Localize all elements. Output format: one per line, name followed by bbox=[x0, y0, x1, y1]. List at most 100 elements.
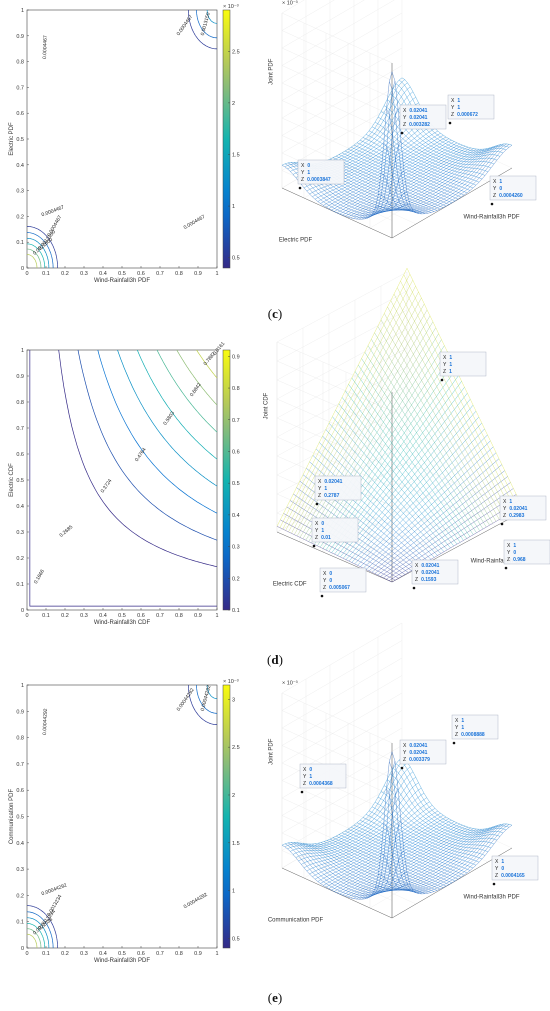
y-tick-label: 0.1 bbox=[16, 240, 24, 246]
surface-mesh-line bbox=[309, 801, 430, 875]
x-tick-label: 0.9 bbox=[194, 613, 202, 619]
contour-segment bbox=[39, 260, 41, 264]
contour-segment bbox=[200, 702, 202, 704]
datatip-marker bbox=[315, 502, 319, 506]
y-tick-label: 1 bbox=[21, 683, 24, 689]
plot-frame bbox=[26, 9, 218, 269]
axis-gridline bbox=[281, 675, 403, 746]
surface-z-label: Joint PDF bbox=[269, 58, 275, 85]
datatip-key: Z bbox=[443, 369, 446, 375]
contour-label: 0.00044292 bbox=[42, 708, 49, 735]
datatip-value: 0.968 bbox=[513, 557, 526, 563]
y-tick-label: 0.7 bbox=[16, 762, 24, 768]
contour-line bbox=[97, 349, 218, 514]
x-tick-label: 0.7 bbox=[156, 951, 164, 957]
contour-segment bbox=[35, 906, 38, 909]
surface-mesh-line bbox=[325, 816, 447, 888]
datatip-marker bbox=[320, 594, 324, 598]
datatip-line: Z 0.005067 bbox=[323, 585, 350, 591]
colorbar-tick-label: 1.5 bbox=[232, 841, 240, 847]
colorbar-tick-label: 0.7 bbox=[232, 418, 240, 424]
surface-mesh-line bbox=[347, 828, 459, 880]
contour-segment bbox=[37, 935, 39, 937]
axis-gridline bbox=[276, 328, 408, 400]
colorbar-exponent: × 10⁻³ bbox=[223, 679, 239, 685]
x-tick-label: 0.9 bbox=[194, 951, 202, 957]
contour-segment bbox=[196, 13, 198, 18]
surface-mesh-line bbox=[288, 291, 419, 532]
contour-segment bbox=[35, 913, 39, 916]
surface-mesh-line bbox=[353, 828, 474, 899]
datatip-key: Z bbox=[455, 732, 458, 738]
contour-segment bbox=[211, 723, 215, 725]
datatip-value: 1 bbox=[501, 859, 504, 865]
datatip-line: X 0.02041 bbox=[318, 479, 343, 485]
surface-mesh-line bbox=[281, 757, 403, 846]
panel-d: 0 0.1 0.2 0.3 0.4 0.5 0.6 0.7 0.8 0.9 100.10.20.30… bbox=[9, 268, 550, 667]
y-tick-label: 0.2 bbox=[16, 893, 24, 899]
contour-segment bbox=[52, 245, 55, 249]
contour-segment bbox=[32, 924, 35, 926]
datatip-line: Z 0.968 bbox=[507, 557, 526, 563]
contour-segment bbox=[55, 253, 57, 258]
axis-gridline bbox=[354, 489, 471, 541]
x-tick-label: 0.3 bbox=[80, 271, 88, 277]
datatip-key: Y bbox=[493, 186, 497, 192]
colorbar-tick-label: 0.9 bbox=[232, 354, 240, 360]
datatip-value: 0 bbox=[329, 571, 332, 577]
datatip-key: X bbox=[301, 163, 305, 169]
y-axis-line bbox=[281, 187, 393, 239]
surface-mesh-line bbox=[351, 377, 467, 539]
datatip-key: Z bbox=[303, 781, 306, 787]
datatip-key: X bbox=[315, 521, 319, 527]
contour-line bbox=[176, 349, 218, 406]
contour-segment bbox=[214, 22, 218, 24]
surface-mesh-line bbox=[299, 315, 431, 538]
contour-segment bbox=[29, 226, 33, 228]
surface-mesh-line bbox=[336, 142, 458, 213]
x-axis-label: Wind-Rainfall3h PDF bbox=[94, 958, 150, 964]
contour-segment bbox=[196, 688, 198, 693]
datatip-box bbox=[447, 94, 495, 120]
contour-segment bbox=[42, 258, 45, 261]
contour-segment bbox=[200, 26, 202, 29]
datatip-value: 1 bbox=[499, 179, 502, 185]
surface-mesh-line bbox=[358, 364, 474, 535]
contour-segment bbox=[211, 36, 215, 38]
y-tick-label: 0.3 bbox=[16, 189, 24, 195]
contour-segment bbox=[54, 249, 57, 254]
axis-gridline bbox=[276, 341, 393, 393]
datatip-key: X bbox=[455, 718, 459, 724]
contour-segment bbox=[205, 45, 209, 48]
contour-segment bbox=[211, 696, 215, 699]
datatip-box bbox=[489, 175, 537, 201]
contour-segment bbox=[192, 30, 194, 33]
axis-gridline bbox=[281, 30, 403, 101]
x-tick-label: 0.6 bbox=[137, 271, 145, 277]
surface-mesh-line bbox=[354, 371, 471, 537]
contour-segment bbox=[38, 256, 41, 261]
contour-segment bbox=[32, 244, 35, 247]
surface-mesh-line bbox=[390, 300, 506, 516]
datatip-value: 1 bbox=[461, 718, 464, 724]
contour-segment bbox=[196, 692, 199, 696]
x-axis-label: Wind-Rainfall3h PDF bbox=[94, 278, 150, 284]
contour-segment bbox=[51, 256, 53, 261]
datatip-value: 0 bbox=[309, 767, 312, 773]
datatip-line: X 0.02041 bbox=[415, 563, 440, 569]
contour-segment bbox=[47, 256, 49, 261]
datatip-value: 0.2983 bbox=[509, 513, 525, 519]
y-tick-label: 0.7 bbox=[16, 85, 24, 91]
surface-mesh-line bbox=[290, 766, 411, 852]
surface-mesh-line bbox=[345, 390, 461, 543]
surface-mesh-line bbox=[328, 138, 449, 209]
axis-gridline bbox=[328, 503, 445, 555]
contour-segment bbox=[45, 243, 48, 247]
contour-segment bbox=[45, 932, 48, 937]
datatip-box bbox=[451, 714, 499, 740]
colorbar-tick-label: 2.5 bbox=[232, 49, 240, 55]
surface-mesh-line bbox=[362, 137, 474, 189]
datatip-value: 1 bbox=[449, 355, 452, 361]
